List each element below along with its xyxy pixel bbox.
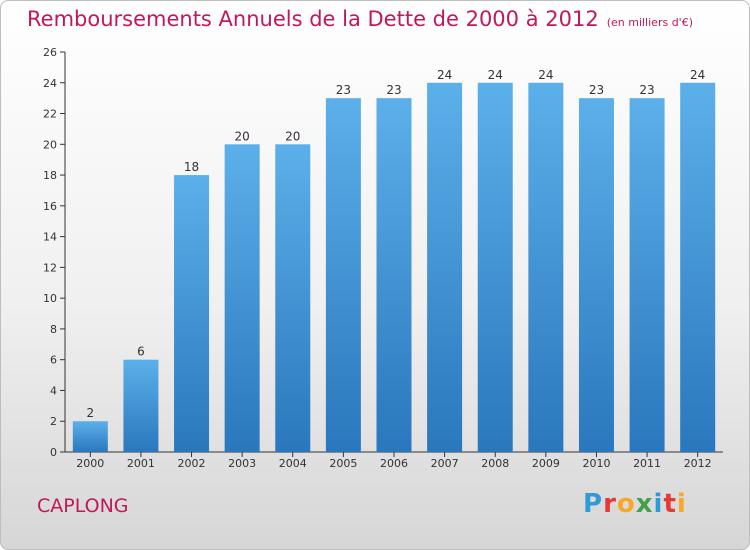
bar-value-label: 23: [336, 83, 351, 97]
logo-letter: r: [603, 489, 617, 519]
bar: [72, 421, 108, 452]
bar-value-label: 2: [86, 406, 94, 420]
bar-value-label: 20: [285, 129, 300, 143]
proxiti-logo: Proxiti: [583, 489, 687, 519]
chart-title: Remboursements Annuels de la Dette de 20…: [27, 7, 693, 31]
y-tick-label: 12: [43, 261, 57, 274]
bar: [123, 359, 159, 452]
x-tick-label: 2010: [582, 457, 610, 470]
chart-subtitle: (en milliers d'€): [606, 16, 693, 29]
x-tick-label: 2008: [481, 457, 509, 470]
y-tick-label: 26: [43, 46, 57, 59]
bar: [325, 98, 361, 453]
logo-letter: P: [583, 489, 604, 519]
y-tick-label: 18: [43, 169, 57, 182]
y-tick-label: 10: [43, 292, 57, 305]
x-tick-label: 2011: [633, 457, 661, 470]
logo-letter: i: [653, 489, 664, 519]
bar: [275, 144, 311, 453]
chart-title-text: Remboursements Annuels de la Dette de 20…: [27, 7, 599, 31]
bar-value-label: 24: [437, 68, 452, 82]
bar-value-label: 23: [639, 83, 654, 97]
x-tick-label: 2002: [178, 457, 206, 470]
x-tick-label: 2009: [532, 457, 560, 470]
bar-value-label: 20: [235, 129, 250, 143]
bar: [477, 82, 513, 453]
bar-value-label: 6: [137, 345, 145, 359]
y-tick-label: 20: [43, 138, 57, 151]
x-tick-label: 2004: [279, 457, 307, 470]
logo-letter: o: [616, 489, 636, 519]
x-tick-label: 2007: [431, 457, 459, 470]
bar: [578, 98, 614, 453]
x-axis: 2000 2001 2002 2003 2004 2005 2006 2007 2008 2009…: [65, 451, 723, 470]
x-tick-label: 2001: [127, 457, 155, 470]
bar-value-label: 24: [690, 68, 705, 82]
bars: 2 6 18 20 20 23 23 24 24 24 23 23 24: [72, 68, 716, 453]
y-tick-label: 6: [50, 354, 57, 367]
x-tick-label: 2006: [380, 457, 408, 470]
x-tick-label: 2003: [228, 457, 256, 470]
town-name: CAPLONG: [37, 495, 129, 517]
bar-value-label: 23: [386, 83, 401, 97]
bar: [427, 82, 463, 453]
bar: [174, 175, 210, 453]
y-tick-label: 8: [50, 323, 57, 336]
logo-letter: t: [663, 489, 677, 519]
x-tick-label: 2012: [684, 457, 712, 470]
x-tick-label: 2000: [76, 457, 104, 470]
bar: [629, 98, 665, 453]
y-tick-label: 4: [50, 384, 57, 397]
y-tick-label: 2: [50, 415, 57, 428]
logo-letter: i: [676, 489, 687, 519]
y-tick-label: 0: [50, 446, 57, 459]
logo-letter: x: [635, 489, 654, 519]
x-tick-label: 2005: [329, 457, 357, 470]
y-tick-label: 14: [43, 231, 57, 244]
y-tick-label: 22: [43, 108, 57, 121]
bar: [680, 82, 716, 453]
bar: [224, 144, 260, 453]
bar: [376, 98, 412, 453]
y-tick-label: 24: [43, 77, 57, 90]
y-tick-label: 16: [43, 200, 57, 213]
bar-value-label: 23: [589, 83, 604, 97]
bar: [528, 82, 564, 453]
bar-value-label: 24: [488, 68, 503, 82]
bar-value-label: 24: [538, 68, 553, 82]
bar-value-label: 18: [184, 160, 199, 174]
